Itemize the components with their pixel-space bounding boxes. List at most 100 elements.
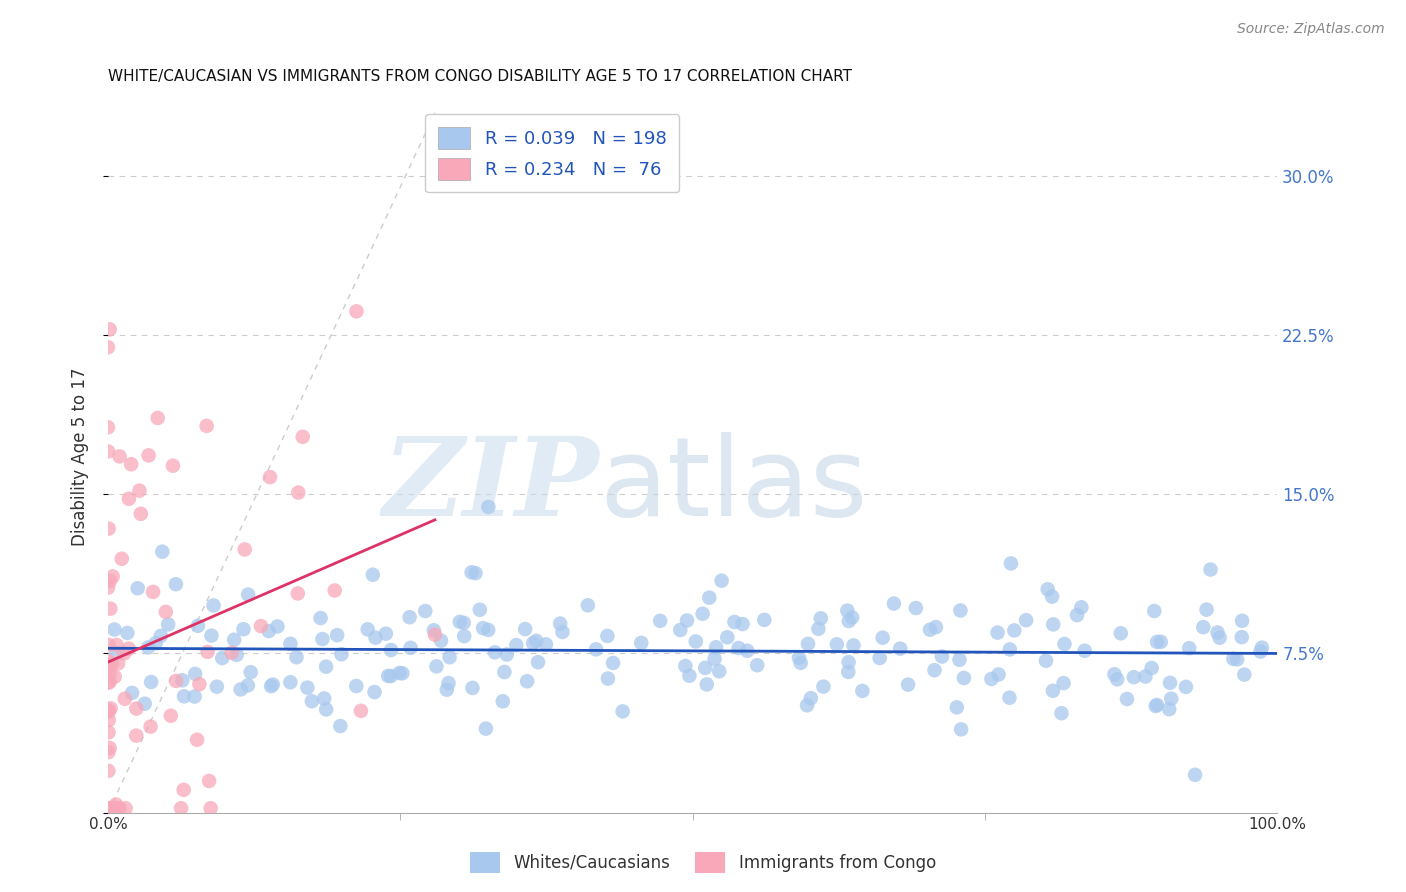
Point (380, 643, 402, 657)
Point (97, 581, 120, 595)
Point (754, 613, 776, 627)
Point (202, 599, 225, 613)
Point (101, 569, 124, 583)
Point (439, 650, 461, 665)
Point (103, 623, 125, 637)
Point (1174, 680, 1197, 694)
Point (364, 631, 387, 645)
Point (1109, 626, 1132, 640)
Point (150, 544, 173, 558)
Point (576, 599, 599, 613)
Point (953, 671, 976, 685)
Point (825, 637, 848, 651)
Point (146, 411, 169, 425)
Point (716, 630, 738, 644)
Point (678, 669, 700, 683)
Point (391, 666, 413, 681)
Point (183, 690, 205, 704)
Point (287, 485, 309, 500)
Point (709, 665, 731, 679)
Point (516, 674, 538, 689)
Point (187, 619, 209, 633)
Point (344, 679, 367, 693)
Point (101, 657, 124, 671)
Point (602, 656, 624, 670)
Point (97, 703, 120, 717)
Point (399, 640, 422, 655)
Point (747, 658, 769, 673)
Point (197, 645, 219, 659)
Point (149, 629, 172, 643)
Point (323, 583, 346, 598)
Point (297, 681, 319, 695)
Point (374, 626, 396, 640)
Point (250, 619, 273, 633)
Point (813, 680, 835, 694)
Point (173, 690, 195, 704)
Text: WHITE/CAUCASIAN VS IMMIGRANTS FROM CONGO DISABILITY AGE 5 TO 17 CORRELATION CHAR: WHITE/CAUCASIAN VS IMMIGRANTS FROM CONGO… (108, 69, 852, 84)
Point (1144, 699, 1167, 714)
Point (1233, 667, 1256, 681)
Point (513, 622, 536, 636)
Point (423, 624, 446, 638)
Point (797, 637, 820, 651)
Point (97, 654, 120, 668)
Point (326, 628, 349, 642)
Point (377, 669, 399, 683)
Point (931, 649, 953, 664)
Point (291, 430, 314, 444)
Point (97, 705, 120, 719)
Point (188, 677, 211, 691)
Point (232, 622, 254, 636)
Point (97, 420, 120, 434)
Point (1116, 692, 1139, 706)
Point (464, 566, 486, 581)
Point (1184, 768, 1206, 782)
Point (145, 636, 167, 650)
Point (551, 625, 574, 640)
Point (1107, 673, 1129, 687)
Point (200, 629, 222, 643)
Point (225, 648, 247, 662)
Point (1150, 635, 1173, 649)
Point (475, 722, 498, 736)
Point (139, 675, 162, 690)
Point (998, 642, 1021, 657)
Point (104, 670, 127, 684)
Point (710, 574, 733, 588)
Point (494, 665, 516, 679)
Point (837, 665, 859, 679)
Point (280, 637, 302, 651)
Point (118, 491, 141, 506)
Point (524, 633, 547, 648)
Point (121, 686, 143, 700)
Point (98, 322, 121, 336)
Point (453, 629, 475, 643)
Point (114, 691, 136, 706)
Point (200, 801, 222, 815)
Point (259, 470, 281, 484)
Point (695, 661, 717, 675)
Point (97, 801, 120, 815)
Point (630, 636, 652, 650)
Point (1135, 669, 1157, 683)
Point (108, 450, 131, 464)
Point (1042, 683, 1064, 698)
Point (1222, 652, 1244, 666)
Point (425, 659, 447, 673)
Point (477, 500, 499, 514)
Point (1195, 602, 1218, 616)
Point (731, 617, 754, 632)
Point (398, 610, 420, 624)
Point (685, 634, 707, 648)
Point (136, 640, 159, 655)
Point (138, 449, 160, 463)
Point (1066, 608, 1088, 623)
Point (98, 574, 121, 588)
Point (97, 340, 120, 354)
Point (1104, 667, 1126, 681)
Point (472, 621, 495, 635)
Point (159, 708, 181, 723)
Point (260, 679, 283, 693)
Point (1178, 641, 1201, 656)
